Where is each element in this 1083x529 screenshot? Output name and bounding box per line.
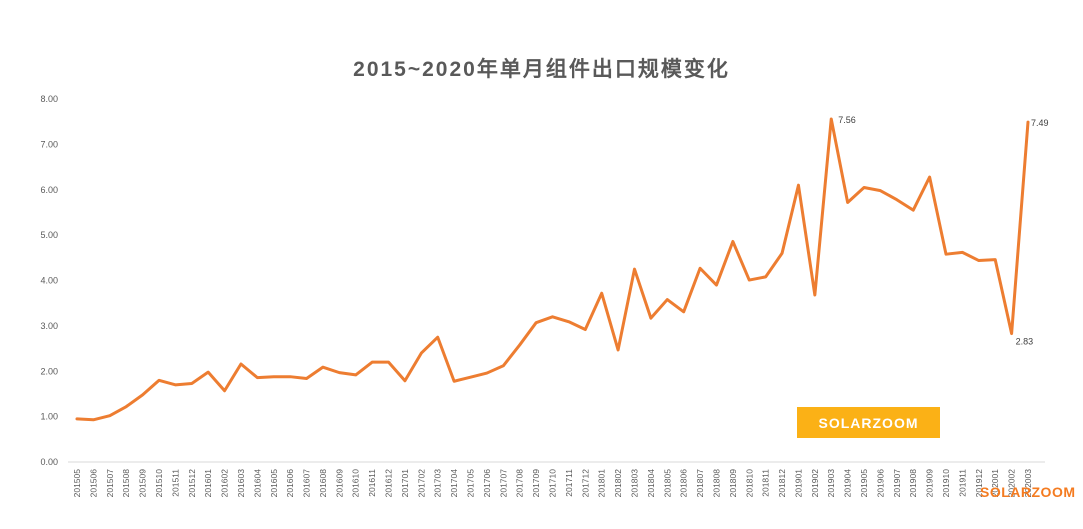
x-axis-tick-label: 201708 xyxy=(515,469,525,498)
x-axis-tick-label: 201911 xyxy=(957,469,967,497)
x-axis-tick-label: 201711 xyxy=(564,469,574,497)
y-axis-tick-label: 7.00 xyxy=(40,139,58,149)
y-axis-tick-label: 1.00 xyxy=(40,412,58,422)
x-axis-tick-label: 201702 xyxy=(416,469,426,498)
y-axis-tick-label: 0.00 xyxy=(40,457,58,467)
x-axis-tick-label: 201505 xyxy=(72,469,82,498)
y-axis-tick-label: 6.00 xyxy=(40,185,58,195)
x-axis-tick-label: 201906 xyxy=(875,469,885,498)
x-axis-tick-label: 202001 xyxy=(990,469,1000,498)
y-axis-tick-label: 3.00 xyxy=(40,321,58,331)
x-axis-tick-label: 201706 xyxy=(482,469,492,498)
x-axis-tick-label: 201810 xyxy=(744,469,754,498)
x-axis-tick-label: 201603 xyxy=(236,469,246,498)
x-axis-tick-label: 201610 xyxy=(351,469,361,498)
x-axis-tick-label: 201605 xyxy=(269,469,279,498)
y-axis-tick-label: 4.00 xyxy=(40,276,58,286)
chart-title: 2015~2020年单月组件出口规模变化 xyxy=(353,58,730,81)
x-axis-tick-label: 201612 xyxy=(384,469,394,498)
x-axis-tick-label: 201812 xyxy=(777,469,787,498)
y-axis-tick-label: 5.00 xyxy=(40,230,58,240)
x-axis-tick-label: 201809 xyxy=(728,469,738,498)
x-axis-tick-label: 201807 xyxy=(695,469,705,498)
x-axis-tick-label: 201811 xyxy=(761,469,771,497)
x-axis-tick-label: 202003 xyxy=(1023,469,1033,498)
x-axis-tick-label: 201710 xyxy=(548,469,558,498)
x-axis-tick-label: 202002 xyxy=(1007,469,1017,498)
x-axis-tick-label: 201705 xyxy=(466,469,476,498)
export-scale-line-series xyxy=(75,117,1030,422)
x-axis-tick-label: 201512 xyxy=(187,469,197,498)
x-axis-tick-label: 201701 xyxy=(400,469,410,498)
x-axis-tick-label: 201709 xyxy=(531,469,541,498)
x-axis-tick-label: 201604 xyxy=(252,469,262,498)
x-axis-tick-label: 201703 xyxy=(433,469,443,498)
x-axis-tick-label: 201904 xyxy=(843,469,853,498)
x-axis-tick-label: 201907 xyxy=(892,469,902,498)
x-axis-tick-label: 201609 xyxy=(334,469,344,498)
x-axis-tick-label: 201602 xyxy=(220,469,230,498)
x-axis-tick-label: 201910 xyxy=(941,469,951,498)
x-axis-tick-label: 201804 xyxy=(646,469,656,498)
solarzoom-badge: SOLARZOOM xyxy=(797,407,940,438)
x-axis-tick-label: 201611 xyxy=(367,469,377,497)
x-axis-tick-label: 201507 xyxy=(105,469,115,498)
x-axis-tick-label: 201712 xyxy=(580,469,590,498)
x-axis-tick-label: 201801 xyxy=(597,469,607,498)
x-axis-tick-label: 201511 xyxy=(170,469,180,497)
x-axis-tick-label: 201905 xyxy=(859,469,869,498)
x-axis-tick-label: 201508 xyxy=(121,469,131,498)
x-axis-tick-label: 201909 xyxy=(925,469,935,498)
data-point-label: 7.49 xyxy=(1031,118,1049,128)
y-axis-tick-label: 2.00 xyxy=(40,366,58,376)
x-axis-tick-label: 201704 xyxy=(449,469,459,498)
x-axis-tick-label: 201601 xyxy=(203,469,213,498)
x-axis-tick-label: 201902 xyxy=(810,469,820,498)
x-axis-tick-label: 201803 xyxy=(629,469,639,498)
solarzoom-watermark: SOLARZOOM xyxy=(980,484,1076,500)
x-axis-tick-label: 201806 xyxy=(679,469,689,498)
x-axis-tick-label: 201707 xyxy=(498,469,508,498)
x-axis-tick-label: 201903 xyxy=(826,469,836,498)
x-axis-tick-label: 201908 xyxy=(908,469,918,498)
x-axis-tick-label: 201808 xyxy=(711,469,721,498)
x-axis-tick-label: 201607 xyxy=(302,469,312,498)
data-point-label: 2.83 xyxy=(1016,337,1034,347)
x-axis-tick-label: 201608 xyxy=(318,469,328,498)
data-point-label: 7.56 xyxy=(838,115,856,125)
x-axis-tick-label: 201509 xyxy=(138,469,148,498)
x-axis-tick-label: 201606 xyxy=(285,469,295,498)
x-axis-tick-label: 201506 xyxy=(88,469,98,498)
x-axis-tick-label: 201805 xyxy=(662,469,672,498)
x-axis-tick-label: 201802 xyxy=(613,469,623,498)
x-axis-tick-label: 201901 xyxy=(793,469,803,498)
x-axis-tick-label: 201510 xyxy=(154,469,164,498)
y-axis-tick-label: 8.00 xyxy=(40,94,58,104)
x-axis-tick-label: 201912 xyxy=(974,469,984,498)
